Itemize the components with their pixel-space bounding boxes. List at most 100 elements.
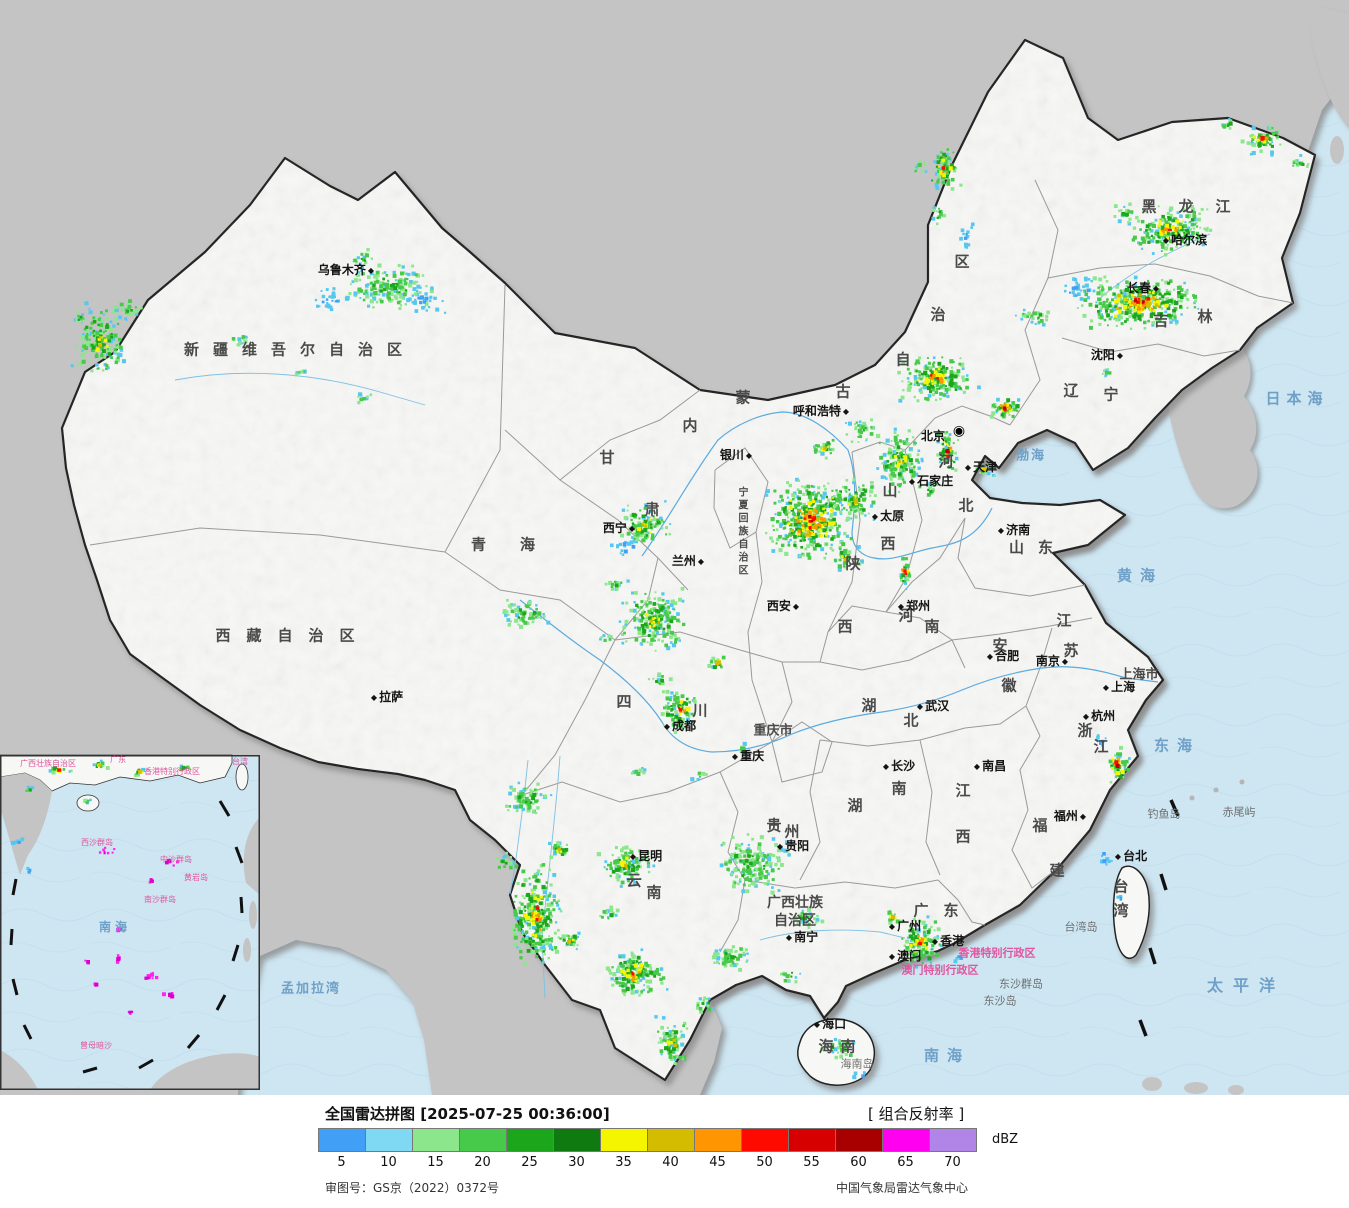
radar-echo-cluster [1116, 895, 1123, 901]
radar-echo-cluster [548, 841, 569, 860]
radar-echo-cluster [48, 766, 73, 775]
radar-echo-cluster [1292, 154, 1310, 168]
radar-echo-cluster [1113, 202, 1134, 224]
radar-echo-cluster [596, 845, 656, 888]
nine-dash-line [9, 800, 244, 1074]
radar-echo-cluster [1076, 275, 1200, 330]
radar-echo-cluster [989, 397, 1021, 419]
radar-echo-cluster [348, 263, 434, 312]
dbz-tick-15: 15 [427, 1155, 444, 1170]
dbz-tick-25: 25 [521, 1155, 538, 1170]
radar-echo-cluster [1101, 368, 1112, 378]
japan-island [1278, 25, 1298, 39]
credit-label: 中国气象局雷达气象中心 [836, 1181, 969, 1195]
radar-echo-cluster [1100, 852, 1113, 866]
radar-echo-cluster [98, 846, 116, 855]
radar-echo-cluster [719, 833, 791, 895]
dbz-color-cell-60 [836, 1129, 883, 1151]
radar-echo-cluster [73, 310, 86, 324]
radar-echo-cluster [833, 545, 864, 572]
dbz-color-cell-55 [789, 1129, 836, 1151]
radar-echo-cluster [833, 478, 877, 521]
china-radar-map: 新疆维吾尔自治区 西藏自治区 青海甘肃内蒙古自治区陕西山西河北山东河南安徽江苏湖北湖… [0, 0, 1349, 1095]
dbz-tick-30: 30 [568, 1155, 585, 1170]
radar-echo-cluster [25, 785, 35, 793]
radar-echo-cluster [914, 160, 928, 173]
radar-echo-cluster [1095, 734, 1107, 747]
inset-luzon [243, 817, 260, 895]
dbz-color-cell-40 [648, 1129, 695, 1151]
dbz-color-cell-30 [554, 1129, 601, 1151]
radar-echo-cluster [931, 148, 963, 191]
radar-echo-cluster [605, 948, 669, 997]
radar-echo-cluster [113, 299, 143, 321]
dbz-color-cell-5 [319, 1129, 366, 1151]
radar-echo-cluster [127, 1010, 134, 1015]
ryukyu-islet-3 [1239, 779, 1245, 785]
radar-echo-cluster [820, 1037, 856, 1060]
radar-echo-cluster [925, 481, 940, 497]
radar-echo-cluster [93, 982, 99, 987]
radar-echo-cluster [620, 500, 672, 544]
inset-china-coast [0, 754, 233, 792]
radar-echo-cluster [953, 955, 963, 964]
ryukyu-islet [1189, 795, 1195, 801]
dbz-color-cell-20 [460, 1129, 507, 1151]
radar-echo-cluster [495, 851, 515, 870]
radar-echo-cluster [765, 477, 858, 560]
dbz-color-cell-65 [883, 1129, 930, 1151]
radar-echo-cluster [294, 369, 307, 377]
radar-echo-cluster [10, 837, 25, 845]
dbz-color-cell-35 [601, 1129, 648, 1151]
dbz-unit-label: dBZ [992, 1132, 1019, 1147]
radar-echo-cluster [314, 287, 350, 312]
radar-echo-cluster [1030, 310, 1050, 327]
dbz-color-cell-50 [742, 1129, 789, 1151]
radar-echo-cluster [975, 462, 996, 477]
boundary-dashes [1138, 799, 1180, 1037]
radar-echo-cluster [502, 598, 551, 629]
radar-echo-cluster [813, 438, 835, 460]
inset-taiwan [235, 763, 249, 791]
product-label: [ 组合反射率 ] [868, 1105, 965, 1123]
radar-echo-cluster [1108, 745, 1131, 784]
dbz-tick-40: 40 [662, 1155, 679, 1170]
dbz-tick-row: 5 10 15 20 25 30 35 40 45 50 55 60 65 70 [318, 1155, 976, 1170]
radar-echo-cluster [1064, 276, 1096, 301]
radar-echo-cluster [876, 427, 924, 494]
dbz-color-cell-10 [366, 1129, 413, 1151]
radar-echo-cluster [959, 222, 975, 257]
philippine-island-3 [1228, 1085, 1244, 1095]
radar-echo-cluster [931, 206, 947, 226]
radar-echo-cluster [1015, 308, 1031, 321]
hainan-island [797, 1018, 875, 1086]
radar-echo-cluster [1240, 125, 1282, 157]
radar-echo-cluster [148, 878, 154, 884]
radar-echo-cluster [690, 771, 708, 782]
radar-echo-cluster [134, 767, 145, 777]
radar-echo-cluster [660, 689, 697, 734]
radar-echo-cluster [901, 915, 943, 969]
dbz-color-cell-70 [930, 1129, 976, 1151]
radar-echo-cluster [696, 996, 715, 1014]
radar-echo-cluster [1127, 205, 1213, 257]
dbz-tick-60: 60 [850, 1155, 867, 1170]
dbz-tick-50: 50 [756, 1155, 773, 1170]
radar-echo-cluster [711, 945, 749, 972]
radar-echo-cluster [1221, 118, 1233, 130]
radar-echo-cluster [897, 356, 981, 403]
inset-malay [0, 1050, 38, 1090]
dbz-tick-55: 55 [803, 1155, 820, 1170]
dbz-color-cell-25 [507, 1129, 554, 1151]
dbz-tick-45: 45 [709, 1155, 726, 1170]
dbz-tick-20: 20 [474, 1155, 491, 1170]
dbz-tick-35: 35 [615, 1155, 632, 1170]
dbz-tick-5: 5 [337, 1155, 346, 1170]
radar-echo-cluster [610, 540, 636, 556]
south-china-sea-inset [0, 754, 260, 1090]
radar-echo-cluster [70, 301, 126, 373]
radar-echo-cluster [654, 1015, 689, 1065]
radar-echo-cluster [115, 954, 121, 964]
radar-echo-cluster [512, 863, 563, 966]
